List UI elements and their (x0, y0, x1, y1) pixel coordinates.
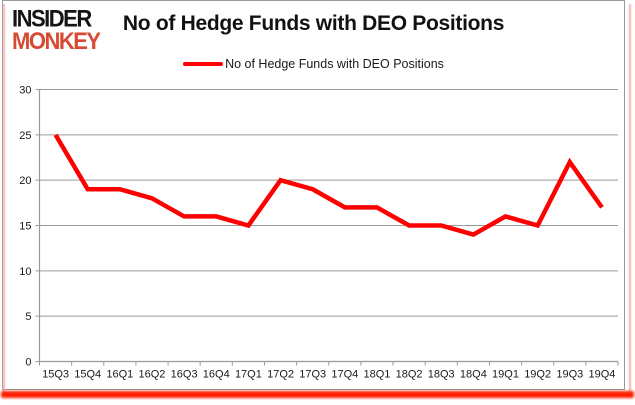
y-tick-label: 10 (19, 266, 31, 278)
y-tick-label: 25 (19, 130, 31, 142)
x-tick-label: 16Q2 (139, 369, 166, 381)
x-tick-label: 18Q1 (363, 369, 390, 381)
insider-monkey-logo: INSIDER MONKEY (12, 4, 101, 55)
y-tick-label: 20 (19, 175, 31, 187)
x-tick-label: 16Q4 (203, 369, 230, 381)
x-tick-label: 17Q4 (331, 369, 358, 381)
x-tick-label: 19Q1 (492, 369, 519, 381)
left-red-glow-border (3, 4, 5, 395)
x-tick-label: 16Q3 (171, 369, 198, 381)
y-tick-label: 5 (25, 311, 31, 323)
x-tick-label: 17Q3 (299, 369, 326, 381)
y-tick-label: 0 (25, 357, 31, 369)
logo-insider-text: INSIDER (12, 4, 92, 32)
x-tick-label: 19Q2 (524, 369, 551, 381)
x-tick-label: 18Q4 (460, 369, 487, 381)
series-line (53, 133, 604, 237)
plot-area: 0 5 10 15 20 25 30 15Q3 15Q4 16Q1 16Q2 16Q3 16Q4 17Q1… (19, 85, 619, 381)
legend-line-swatch (183, 61, 224, 67)
x-tick-label: 19Q3 (556, 369, 583, 381)
y-tick-label: 15 (19, 221, 31, 233)
right-red-glow-border (629, 4, 631, 395)
x-tick-label: 18Q2 (396, 369, 423, 381)
x-tick-label: 17Q2 (267, 369, 294, 381)
bottom-red-glow-border (1, 391, 634, 398)
y-tick-label: 30 (19, 85, 31, 97)
legend: No of Hedge Funds with DEO Positions (3, 57, 624, 71)
legend-label: No of Hedge Funds with DEO Positions (225, 57, 444, 71)
logo-monkey-text: MONKEY (12, 27, 101, 55)
x-tick-label: 15Q4 (74, 369, 101, 381)
x-tick-label: 16Q1 (106, 369, 133, 381)
x-tick-label: 18Q3 (428, 369, 455, 381)
x-tick-label: 19Q4 (588, 369, 615, 381)
chart-frame: INSIDER MONKEY No of Hedge Funds with DE… (2, 0, 625, 390)
x-tick-label: 17Q1 (235, 369, 262, 381)
chart-title: No of Hedge Funds with DEO Positions (122, 12, 505, 35)
x-tick-label: 15Q3 (42, 369, 69, 381)
